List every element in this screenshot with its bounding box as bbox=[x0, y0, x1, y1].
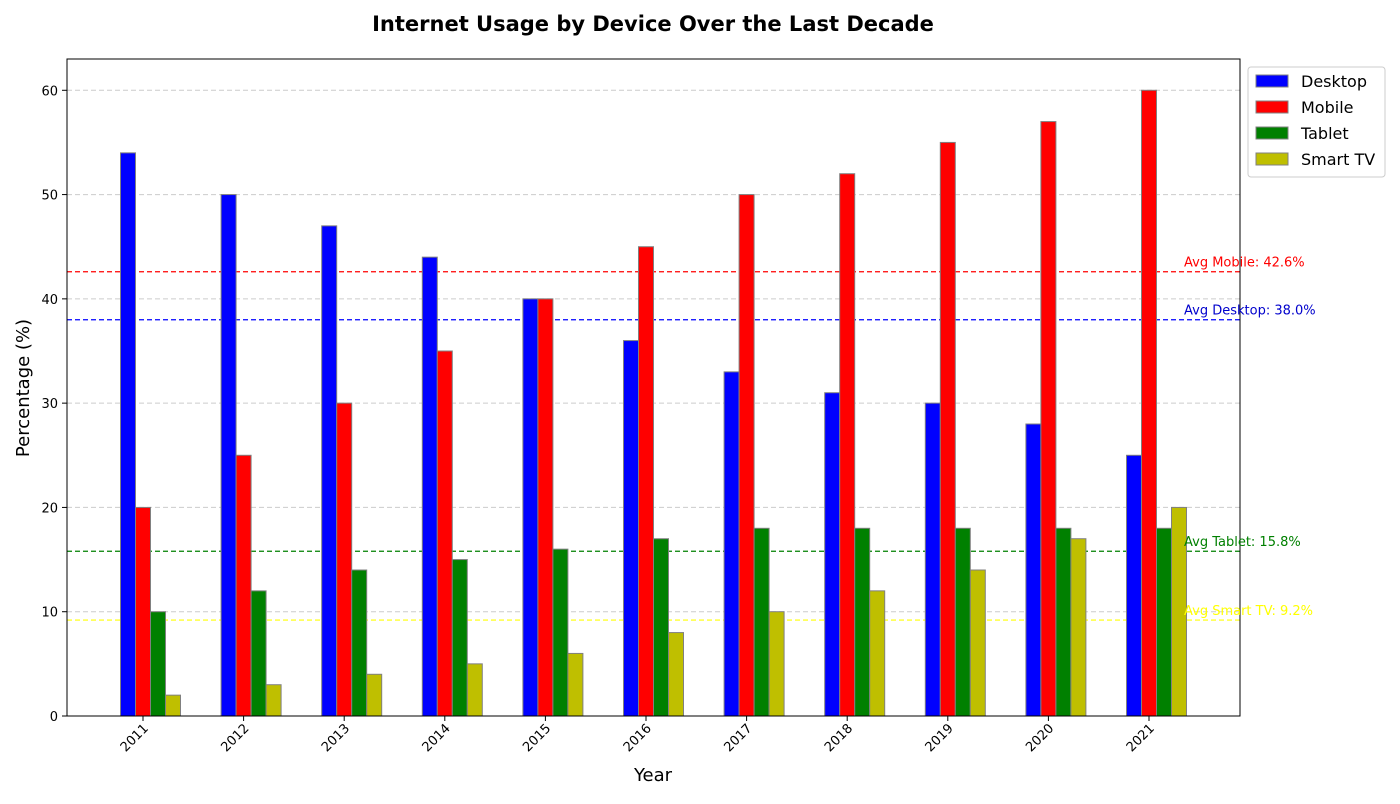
bar-smart-tv bbox=[466, 663, 483, 717]
annotation-label: Avg Desktop: 38.0% bbox=[1184, 304, 1316, 319]
legend: Desktop Mobile Tablet Smart TV bbox=[1247, 66, 1386, 178]
bar-desktop bbox=[723, 371, 740, 717]
bar-tablet bbox=[854, 527, 871, 717]
bar-mobile bbox=[537, 298, 554, 717]
y-tick-label: 50 bbox=[41, 189, 58, 204]
bar-smart-tv bbox=[165, 694, 181, 717]
bar-desktop bbox=[824, 392, 841, 717]
bar-tablet bbox=[1156, 527, 1172, 717]
y-tick-label: 10 bbox=[41, 606, 58, 621]
x-tick-label: 2013 bbox=[319, 721, 353, 755]
legend-swatch bbox=[1255, 152, 1289, 166]
bar-mobile bbox=[235, 454, 252, 717]
x-tick-label: 2014 bbox=[420, 721, 454, 755]
y-axis-ticks: 0 10 20 30 40 50 60 bbox=[41, 84, 67, 725]
bar-mobile bbox=[436, 350, 453, 717]
bar-smart-tv bbox=[668, 632, 684, 717]
bar-desktop bbox=[120, 152, 136, 717]
y-tick-label: 40 bbox=[41, 293, 58, 308]
bar-tablet bbox=[250, 590, 267, 717]
bar-desktop bbox=[421, 256, 438, 717]
bar-desktop bbox=[924, 402, 941, 717]
bar-desktop bbox=[1126, 454, 1142, 717]
bar-tablet bbox=[451, 559, 468, 717]
legend-label: Smart TV bbox=[1301, 150, 1375, 169]
chart-title: Internet Usage by Device Over the Last D… bbox=[372, 12, 934, 36]
bar-smart-tv bbox=[265, 684, 282, 717]
bar-mobile bbox=[336, 402, 353, 717]
bar-smart-tv bbox=[366, 673, 383, 717]
y-tick-label: 30 bbox=[41, 397, 58, 412]
bar-smart-tv bbox=[1070, 538, 1087, 717]
x-tick-label: 2020 bbox=[1023, 721, 1057, 755]
bar-tablet bbox=[653, 538, 669, 717]
bar-smart-tv bbox=[567, 652, 584, 717]
x-tick-label: 2011 bbox=[118, 721, 152, 755]
legend-swatch bbox=[1255, 126, 1289, 140]
bar-tablet bbox=[753, 527, 770, 717]
bar-desktop bbox=[623, 340, 639, 717]
bar-mobile bbox=[1141, 89, 1157, 717]
legend-label: Desktop bbox=[1301, 72, 1367, 91]
x-tick-label: 2021 bbox=[1124, 721, 1158, 755]
bar-smart-tv bbox=[768, 611, 785, 717]
bar-mobile bbox=[1040, 121, 1057, 717]
bar-tablet bbox=[351, 569, 368, 717]
legend-label: Mobile bbox=[1301, 98, 1353, 117]
legend-swatch bbox=[1255, 100, 1289, 114]
bar-tablet bbox=[150, 611, 166, 717]
bar-mobile bbox=[638, 246, 654, 717]
bar-desktop bbox=[220, 194, 237, 717]
y-tick-label: 60 bbox=[41, 84, 58, 99]
x-tick-label: 2018 bbox=[822, 721, 856, 755]
plot-frame bbox=[66, 58, 1241, 717]
annotation-label: Avg Tablet: 15.8% bbox=[1184, 535, 1301, 550]
bar-mobile bbox=[135, 506, 151, 717]
x-axis-label: Year bbox=[633, 765, 673, 786]
legend-label: Tablet bbox=[1300, 124, 1349, 143]
x-tick-label: 2016 bbox=[621, 721, 655, 755]
bar-mobile bbox=[839, 173, 856, 717]
y-tick-label: 0 bbox=[50, 710, 58, 725]
bar-desktop bbox=[1025, 423, 1042, 717]
bar-mobile bbox=[738, 194, 755, 717]
annotations: Avg Mobile: 42.6% Avg Desktop: 38.0% Avg T… bbox=[1184, 256, 1316, 619]
bar-mobile bbox=[939, 141, 956, 717]
y-axis-label: Percentage (%) bbox=[13, 319, 34, 457]
bars bbox=[120, 89, 1187, 717]
bar-tablet bbox=[954, 527, 971, 717]
x-tick-label: 2015 bbox=[520, 721, 554, 755]
bar-tablet bbox=[1055, 527, 1072, 717]
legend-frame bbox=[1247, 66, 1386, 178]
bar-desktop bbox=[321, 225, 338, 717]
y-tick-label: 20 bbox=[41, 501, 58, 516]
bar-tablet bbox=[552, 548, 569, 717]
x-tick-label: 2019 bbox=[923, 721, 957, 755]
legend-swatch bbox=[1255, 74, 1289, 88]
bar-smart-tv bbox=[969, 569, 986, 717]
annotation-label: Avg Mobile: 42.6% bbox=[1184, 256, 1305, 271]
annotation-label: Avg Smart TV: 9.2% bbox=[1184, 604, 1313, 619]
bar-desktop bbox=[522, 298, 539, 717]
x-axis-ticks: 2011 2012 2013 2014 2015 2016 2017 2018 2019 2020… bbox=[118, 716, 1158, 755]
bar-smart-tv bbox=[869, 590, 886, 717]
x-tick-label: 2017 bbox=[721, 721, 755, 755]
x-tick-label: 2012 bbox=[218, 721, 252, 755]
